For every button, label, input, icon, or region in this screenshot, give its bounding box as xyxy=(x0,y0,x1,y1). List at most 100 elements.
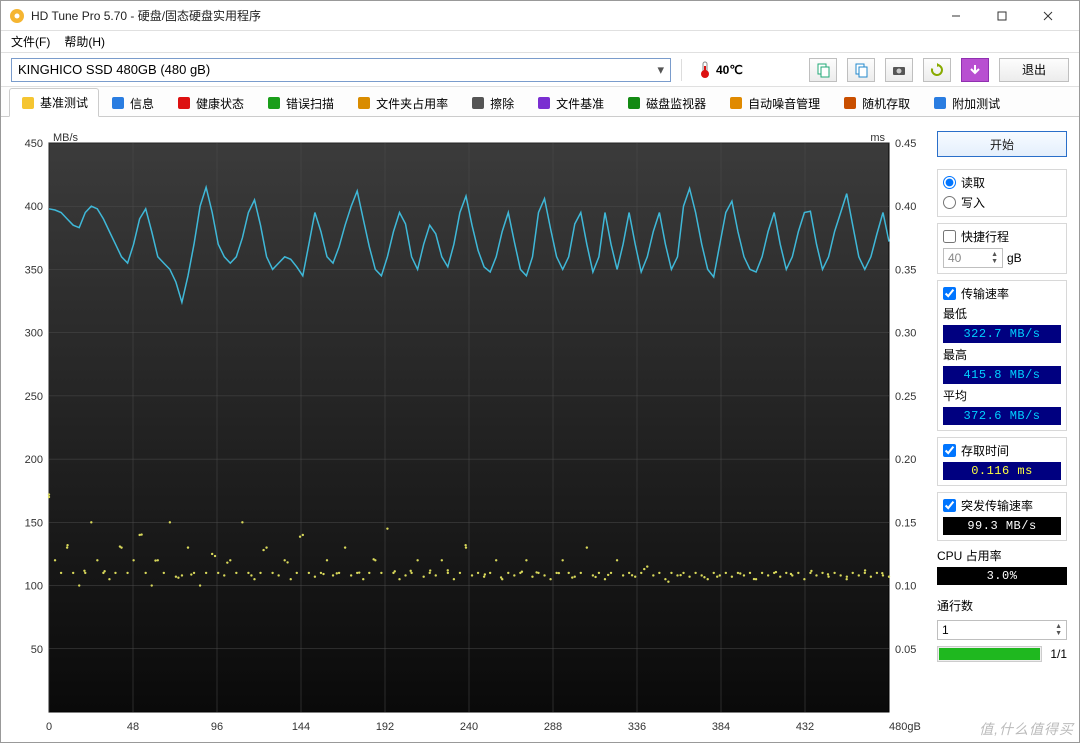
chk-burst-input[interactable] xyxy=(943,499,956,512)
tab-folderusage[interactable]: 文件夹占用率 xyxy=(345,88,459,117)
thermometer-icon xyxy=(698,61,712,79)
chk-burst[interactable]: 突发传输速率 xyxy=(943,497,1061,514)
chk-transfer-input[interactable] xyxy=(943,287,956,300)
avg-label: 平均 xyxy=(943,387,1061,404)
cpu-value: 3.0% xyxy=(937,567,1067,585)
svg-text:0.35: 0.35 xyxy=(895,264,916,276)
tab-benchmark[interactable]: 基准测试 xyxy=(9,88,99,117)
tab-aam[interactable]: 自动噪音管理 xyxy=(717,88,831,117)
tab-label: 随机存取 xyxy=(862,95,910,112)
chk-shortstroke-input[interactable] xyxy=(943,230,956,243)
start-button[interactable]: 开始 xyxy=(937,131,1067,157)
screenshot-button[interactable] xyxy=(885,58,913,82)
health-icon xyxy=(176,95,192,111)
svg-text:0.30: 0.30 xyxy=(895,328,916,340)
progress-bar xyxy=(937,646,1042,662)
tab-errorscan[interactable]: 错误扫描 xyxy=(255,88,345,117)
tab-erase[interactable]: 擦除 xyxy=(459,88,525,117)
tab-bar: 基准测试 信息健康状态 错误扫描文件夹占用率 擦除文件基准磁盘监视器自动噪音管理 随机存… xyxy=(1,87,1079,117)
radio-write-input[interactable] xyxy=(943,196,956,209)
save-button[interactable] xyxy=(961,58,989,82)
maximize-button[interactable] xyxy=(979,2,1025,30)
chk-shortstroke-label: 快捷行程 xyxy=(961,228,1009,245)
device-row: KINGHICO SSD 480GB (480 gB) ▾ 40℃ 退出 xyxy=(1,53,1079,87)
close-button[interactable] xyxy=(1025,2,1071,30)
svg-text:250: 250 xyxy=(25,391,43,403)
shortstroke-spinner: 40▲▼ gB xyxy=(943,248,1061,268)
filebench-icon xyxy=(536,95,552,111)
side-panel: 开始 读取 写入 快捷行程 40▲▼ gB 传输速率 最低 322.7 MB/s… xyxy=(937,131,1067,736)
device-select[interactable]: KINGHICO SSD 480GB (480 gB) ▾ xyxy=(11,58,671,82)
svg-text:0.05: 0.05 xyxy=(895,644,916,656)
tab-diskmon[interactable]: 磁盘监视器 xyxy=(615,88,717,117)
svg-text:336: 336 xyxy=(628,721,646,733)
svg-text:200: 200 xyxy=(25,454,43,466)
content-body: 04896144192240288336384432500.051000.101… xyxy=(1,117,1079,742)
start-label: 开始 xyxy=(990,136,1014,153)
app-window: HD Tune Pro 5.70 - 硬盘/固态硬盘实用程序 文件(F) 帮助(… xyxy=(0,0,1080,743)
chk-access-input[interactable] xyxy=(943,444,956,457)
tab-extra[interactable]: 附加测试 xyxy=(921,88,1011,117)
svg-text:350: 350 xyxy=(25,264,43,276)
access-value: 0.116 ms xyxy=(943,462,1061,480)
tab-label: 擦除 xyxy=(490,95,514,112)
copy2-icon xyxy=(853,62,869,78)
menu-help[interactable]: 帮助(H) xyxy=(64,33,105,50)
radio-read[interactable]: 读取 xyxy=(943,174,1061,191)
camera-icon xyxy=(891,62,907,78)
spinner-arrows-icon[interactable]: ▲▼ xyxy=(1055,623,1062,637)
svg-text:0: 0 xyxy=(46,721,52,733)
radio-read-input[interactable] xyxy=(943,176,956,189)
radio-write[interactable]: 写入 xyxy=(943,194,1061,211)
tab-label: 信息 xyxy=(130,95,154,112)
errorscan-icon xyxy=(266,95,282,111)
pass-value-box[interactable]: 1▲▼ xyxy=(937,620,1067,640)
menu-file[interactable]: 文件(F) xyxy=(11,33,50,50)
app-icon xyxy=(9,8,25,24)
tab-label: 错误扫描 xyxy=(286,95,334,112)
svg-text:192: 192 xyxy=(376,721,394,733)
progress-row: 1/1 xyxy=(937,646,1067,662)
chk-access[interactable]: 存取时间 xyxy=(943,442,1061,459)
exit-button[interactable]: 退出 xyxy=(999,58,1069,82)
svg-text:50: 50 xyxy=(31,644,43,656)
mode-group: 读取 写入 xyxy=(937,169,1067,217)
refresh-icon xyxy=(929,62,945,78)
cpu-group: CPU 占用率 3.0% xyxy=(937,547,1067,585)
minimize-button[interactable] xyxy=(933,2,979,30)
burst-group: 突发传输速率 99.3 MB/s xyxy=(937,492,1067,541)
copy-screenshot-button[interactable] xyxy=(847,58,875,82)
tab-filebench[interactable]: 文件基准 xyxy=(525,88,615,117)
svg-text:432: 432 xyxy=(796,721,814,733)
divider xyxy=(681,59,682,81)
svg-text:0.25: 0.25 xyxy=(895,391,916,403)
tab-health[interactable]: 健康状态 xyxy=(165,88,255,117)
tab-random[interactable]: 随机存取 xyxy=(831,88,921,117)
burst-value: 99.3 MB/s xyxy=(943,517,1061,535)
svg-text:0.15: 0.15 xyxy=(895,517,916,529)
max-value: 415.8 MB/s xyxy=(943,366,1061,384)
chk-access-label: 存取时间 xyxy=(961,442,1009,459)
refresh-button[interactable] xyxy=(923,58,951,82)
chevron-down-icon: ▾ xyxy=(657,62,664,78)
benchmark-chart: 04896144192240288336384432500.051000.101… xyxy=(9,131,929,736)
diskmon-icon xyxy=(626,95,642,111)
tab-info[interactable]: 信息 xyxy=(99,88,165,117)
menu-bar: 文件(F) 帮助(H) xyxy=(1,31,1079,53)
progress-fill xyxy=(939,648,1040,660)
svg-text:0.10: 0.10 xyxy=(895,581,916,593)
chk-transfer[interactable]: 传输速率 xyxy=(943,285,1061,302)
copy-info-button[interactable] xyxy=(809,58,837,82)
svg-text:0.20: 0.20 xyxy=(895,454,916,466)
folderusage-icon xyxy=(356,95,372,111)
shortstroke-value-text: 40 xyxy=(948,251,961,265)
aam-icon xyxy=(728,95,744,111)
chk-shortstroke[interactable]: 快捷行程 xyxy=(943,228,1061,245)
exit-label: 退出 xyxy=(1022,61,1046,78)
svg-text:48: 48 xyxy=(127,721,139,733)
spinner-arrows-icon[interactable]: ▲▼ xyxy=(991,251,998,265)
max-label: 最高 xyxy=(943,346,1061,363)
chart-area: 04896144192240288336384432500.051000.101… xyxy=(9,131,929,736)
shortstroke-value[interactable]: 40 ▲▼ xyxy=(943,248,1003,268)
svg-text:480gB: 480gB xyxy=(889,721,921,733)
